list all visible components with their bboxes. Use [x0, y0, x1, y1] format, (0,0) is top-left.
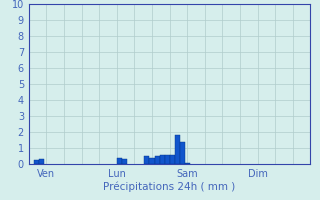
Bar — [155, 156, 160, 164]
Bar — [160, 155, 164, 164]
Bar — [34, 160, 39, 164]
Bar — [164, 155, 170, 164]
Bar — [122, 159, 127, 164]
Bar — [117, 158, 122, 164]
Bar — [170, 155, 175, 164]
Bar — [175, 135, 180, 164]
Bar — [39, 159, 44, 164]
Bar — [185, 163, 190, 164]
Bar — [149, 158, 155, 164]
X-axis label: Précipitations 24h ( mm ): Précipitations 24h ( mm ) — [103, 182, 236, 192]
Bar — [180, 142, 185, 164]
Bar — [144, 156, 149, 164]
